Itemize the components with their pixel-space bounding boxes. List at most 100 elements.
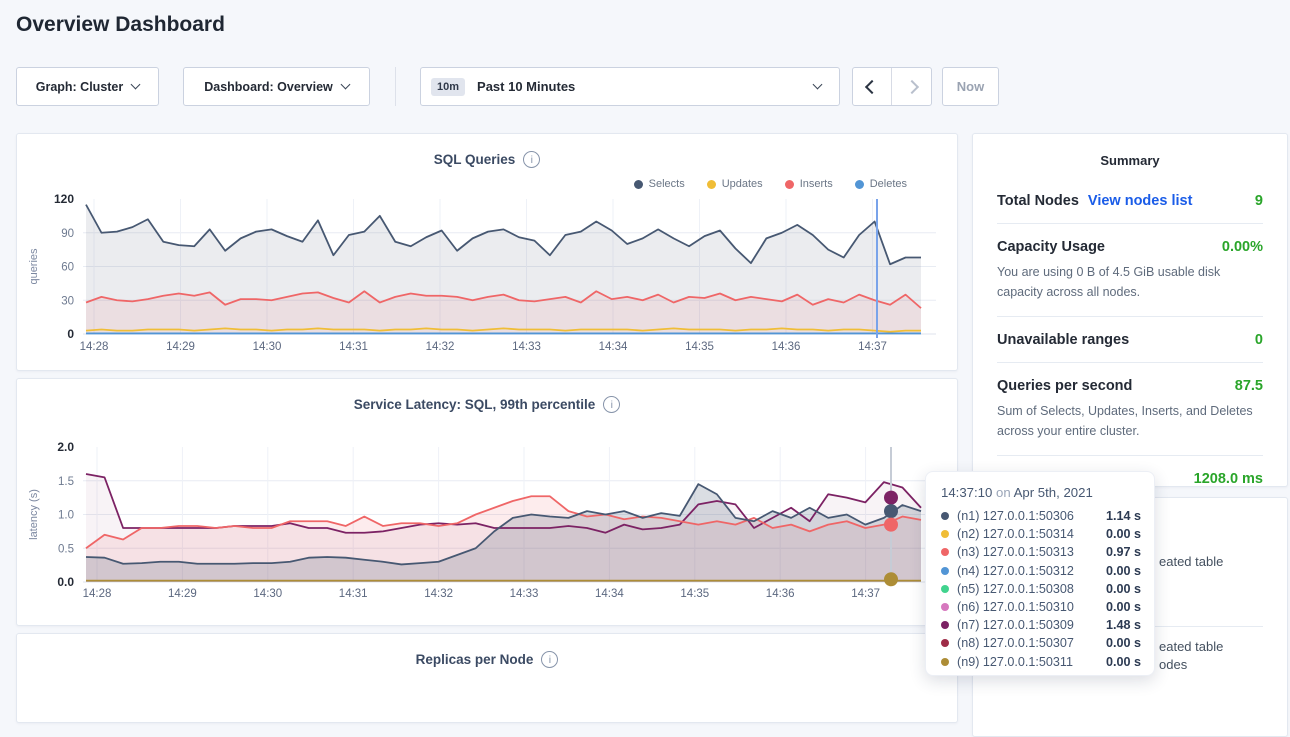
graph-dropdown[interactable]: Graph: Cluster bbox=[16, 67, 159, 106]
replicas-card: Replicas per Node i bbox=[16, 633, 958, 723]
info-icon[interactable]: i bbox=[523, 151, 541, 168]
svg-text:0: 0 bbox=[67, 327, 74, 341]
node-color-dot bbox=[941, 639, 949, 648]
svg-text:0.0: 0.0 bbox=[57, 575, 74, 589]
svg-text:14:33: 14:33 bbox=[512, 341, 541, 353]
chevron-down-icon bbox=[340, 79, 351, 90]
legend-label: Selects bbox=[648, 178, 685, 190]
next-time-button[interactable] bbox=[892, 68, 931, 105]
svg-text:14:32: 14:32 bbox=[426, 341, 455, 353]
page-title: Overview Dashboard bbox=[16, 13, 225, 36]
prev-time-button[interactable] bbox=[853, 68, 892, 105]
chart-title-text: Replicas per Node bbox=[415, 652, 534, 667]
now-button-label: Now bbox=[956, 79, 985, 94]
chevron-down-icon bbox=[130, 79, 141, 90]
node-address: (n7) 127.0.0.1:50309 bbox=[957, 618, 1074, 633]
svg-text:14:37: 14:37 bbox=[851, 588, 880, 600]
legend-item-inserts[interactable]: Inserts bbox=[784, 178, 833, 190]
tooltip-node-row: (n9) 127.0.0.1:50311 0.00 s bbox=[941, 653, 1141, 671]
sql-queries-legend: Selects Updates Inserts Deletes bbox=[633, 178, 907, 190]
svg-text:14:35: 14:35 bbox=[680, 588, 709, 600]
chart-title-text: SQL Queries bbox=[433, 152, 516, 167]
latency-chart[interactable]: 14:28 14:29 14:30 14:31 14:32 14:33 14:34 14:35… bbox=[17, 379, 959, 627]
node-color-dot bbox=[941, 603, 949, 612]
svg-text:14:32: 14:32 bbox=[424, 588, 453, 600]
legend-item-selects[interactable]: Selects bbox=[633, 178, 685, 190]
svg-text:14:28: 14:28 bbox=[80, 341, 109, 353]
node-address: (n2) 127.0.0.1:50314 bbox=[957, 527, 1074, 542]
tooltip-node-row: (n4) 127.0.0.1:50312 0.00 s bbox=[941, 562, 1141, 580]
tooltip-node-row: (n3) 127.0.0.1:50313 0.97 s bbox=[941, 543, 1141, 561]
svg-text:14:36: 14:36 bbox=[772, 341, 801, 353]
svg-text:60: 60 bbox=[61, 262, 74, 274]
summary-label: Unavailable ranges bbox=[997, 332, 1130, 348]
event-text-clipped: odes bbox=[1159, 657, 1188, 672]
svg-text:1.0: 1.0 bbox=[58, 510, 74, 522]
legend-item-deletes[interactable]: Deletes bbox=[854, 178, 907, 190]
legend-item-updates[interactable]: Updates bbox=[706, 178, 763, 190]
tooltip-timestamp: 14:37:10 on Apr 5th, 2021 bbox=[941, 485, 1093, 500]
summary-title: Summary bbox=[1100, 153, 1160, 168]
summary-label: Total Nodes bbox=[997, 193, 1079, 209]
legend-dot bbox=[854, 179, 864, 189]
time-range-dropdown[interactable]: 10m Past 10 Minutes bbox=[420, 67, 840, 106]
summary-note: Sum of Selects, Updates, Inserts, and De… bbox=[997, 404, 1253, 438]
svg-text:14:30: 14:30 bbox=[253, 341, 282, 353]
svg-text:2.0: 2.0 bbox=[57, 440, 74, 454]
summary-row: Queries per second 87.5 Sum of Selects, Up… bbox=[997, 363, 1263, 456]
sql-queries-chart[interactable]: 14:28 14:29 14:30 14:31 14:32 14:33 14:34 14:35… bbox=[17, 134, 959, 372]
node-latency-value: 0.00 s bbox=[1105, 581, 1141, 596]
legend-label: Deletes bbox=[869, 178, 907, 190]
node-address: (n1) 127.0.0.1:50306 bbox=[957, 509, 1074, 524]
summary-label: Queries per second bbox=[997, 378, 1133, 394]
node-color-dot bbox=[941, 530, 949, 539]
legend-label: Updates bbox=[721, 178, 763, 190]
svg-text:1.5: 1.5 bbox=[58, 476, 74, 488]
node-address: (n4) 127.0.0.1:50312 bbox=[957, 563, 1074, 578]
node-color-dot bbox=[941, 584, 949, 593]
node-latency-value: 1.48 s bbox=[1105, 618, 1141, 633]
svg-text:14:33: 14:33 bbox=[510, 588, 539, 600]
summary-value: 0.00% bbox=[1221, 239, 1263, 255]
chevron-left-icon bbox=[864, 79, 880, 94]
node-address: (n3) 127.0.0.1:50313 bbox=[957, 545, 1074, 560]
view-nodes-list-link[interactable]: View nodes list bbox=[1087, 193, 1193, 209]
summary-row: Capacity Usage 0.00% You are using 0 B of … bbox=[997, 224, 1263, 317]
time-step-buttons bbox=[852, 67, 932, 106]
tooltip-node-row: (n6) 127.0.0.1:50310 0.00 s bbox=[941, 598, 1141, 616]
summary-value: 87.5 bbox=[1234, 378, 1263, 394]
event-text-clipped: eated table bbox=[1159, 554, 1224, 569]
node-address: (n5) 127.0.0.1:50308 bbox=[957, 581, 1074, 596]
dashboard-dropdown[interactable]: Dashboard: Overview bbox=[183, 67, 370, 106]
node-address: (n6) 127.0.0.1:50310 bbox=[957, 600, 1074, 615]
svg-text:14:31: 14:31 bbox=[339, 341, 368, 353]
info-icon[interactable]: i bbox=[603, 396, 621, 413]
summary-value: 9 bbox=[1254, 193, 1263, 209]
summary-panel: Summary Total Nodes View nodes list 9 Capac… bbox=[972, 133, 1288, 487]
replicas-title: Replicas per Node i bbox=[17, 651, 957, 668]
svg-text:14:34: 14:34 bbox=[599, 341, 628, 353]
tooltip-node-row: (n2) 127.0.0.1:50314 0.00 s bbox=[941, 525, 1141, 543]
node-address: (n9) 127.0.0.1:50311 bbox=[957, 654, 1073, 669]
summary-row: Unavailable ranges 0 bbox=[997, 317, 1263, 363]
dashboard-dropdown-label: Dashboard: Overview bbox=[204, 79, 333, 94]
tooltip-node-row: (n7) 127.0.0.1:50309 1.48 s bbox=[941, 616, 1141, 634]
svg-text:14:37: 14:37 bbox=[858, 341, 887, 353]
svg-text:120: 120 bbox=[54, 192, 74, 206]
chevron-right-icon bbox=[904, 79, 919, 94]
latency-title: Service Latency: SQL, 99th percentile i bbox=[17, 396, 957, 413]
node-latency-value: 0.00 s bbox=[1105, 600, 1141, 615]
time-range-label: Past 10 Minutes bbox=[477, 79, 576, 94]
summary-value: 1208.0 ms bbox=[1193, 471, 1263, 487]
time-preset-badge: 10m bbox=[431, 77, 466, 96]
event-text-clipped: eated table bbox=[1159, 639, 1224, 654]
tooltip-node-row: (n5) 127.0.0.1:50308 0.00 s bbox=[941, 580, 1141, 598]
svg-text:90: 90 bbox=[61, 228, 74, 240]
info-icon[interactable]: i bbox=[541, 651, 559, 668]
toolbar-divider bbox=[395, 67, 396, 106]
chart-hover-tooltip: 14:37:10 on Apr 5th, 2021 (n1) 127.0.0.1… bbox=[925, 471, 1155, 676]
now-button[interactable]: Now bbox=[942, 67, 999, 106]
svg-text:14:29: 14:29 bbox=[166, 341, 195, 353]
sql-queries-title: SQL Queries i bbox=[17, 151, 957, 168]
svg-text:14:30: 14:30 bbox=[253, 588, 282, 600]
